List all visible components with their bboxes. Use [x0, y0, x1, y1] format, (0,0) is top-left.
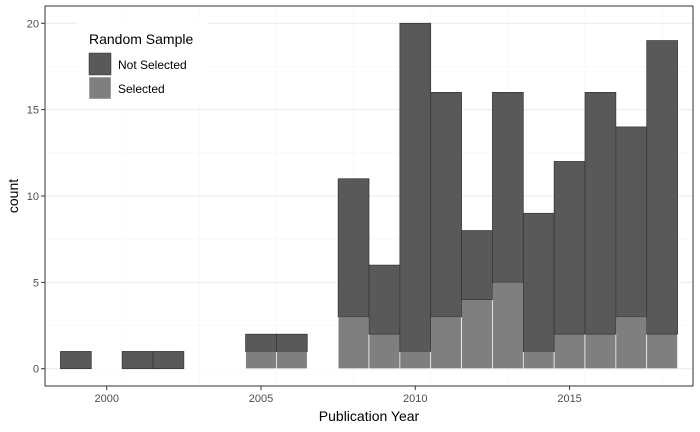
- legend-title: Random Sample: [89, 31, 193, 47]
- x-tick-label: 2000: [94, 393, 118, 405]
- y-tick-label: 0: [33, 364, 39, 376]
- y-tick-label: 20: [27, 18, 39, 30]
- bar-selected: [584, 333, 617, 370]
- bar-selected: [90, 368, 123, 370]
- bar-not-selected: [245, 333, 277, 352]
- bar-not-selected: [522, 212, 555, 352]
- bar-not-selected: [430, 92, 462, 318]
- legend-swatch-not-selected: [88, 52, 112, 76]
- bar-selected: [368, 333, 401, 370]
- bar-not-selected: [646, 40, 678, 335]
- bar-not-selected: [399, 22, 432, 352]
- bar-not-selected: [60, 351, 92, 370]
- bar-not-selected: [492, 92, 524, 283]
- legend-label-selected: Selected: [118, 82, 165, 96]
- y-tick-label: 15: [27, 105, 39, 117]
- bar-selected: [245, 351, 277, 370]
- bar-selected: [615, 316, 648, 370]
- y-axis-title: count: [5, 179, 21, 213]
- bar-selected: [646, 333, 678, 370]
- bar-selected: [492, 282, 524, 370]
- bar-selected: [522, 351, 555, 370]
- legend: Random Sample Not Selected Selected: [78, 22, 208, 104]
- x-tick-label: 2015: [557, 393, 581, 405]
- bar-selected: [276, 351, 308, 370]
- y-tick-label: 5: [33, 277, 39, 289]
- bar-selected: [553, 333, 586, 370]
- bar-selected: [430, 316, 462, 370]
- axis-ticks: 2000 2005 2010 2015 0 5 10 15 20: [27, 18, 582, 405]
- bar-selected: [306, 368, 339, 370]
- bar-selected: [337, 316, 370, 370]
- bar-not-selected: [553, 161, 586, 335]
- y-tick-label: 10: [27, 191, 39, 203]
- legend-swatch-selected: [88, 76, 112, 100]
- bar-not-selected: [152, 351, 185, 370]
- bar-selected: [183, 368, 216, 370]
- legend-label-not-selected: Not Selected: [118, 58, 187, 72]
- bar-selected: [461, 299, 493, 370]
- bar-selected: [214, 368, 246, 370]
- bars: [60, 22, 678, 370]
- bar-not-selected: [337, 178, 370, 318]
- bar-selected: [399, 351, 432, 370]
- x-tick-label: 2005: [249, 393, 273, 405]
- bar-not-selected: [368, 264, 401, 335]
- bar-not-selected: [461, 230, 493, 300]
- bar-not-selected: [121, 351, 154, 370]
- bar-not-selected: [615, 126, 648, 318]
- x-axis-title: Publication Year: [319, 408, 420, 424]
- bar-not-selected: [584, 92, 617, 335]
- bar-not-selected: [276, 333, 308, 352]
- x-tick-label: 2010: [403, 393, 427, 405]
